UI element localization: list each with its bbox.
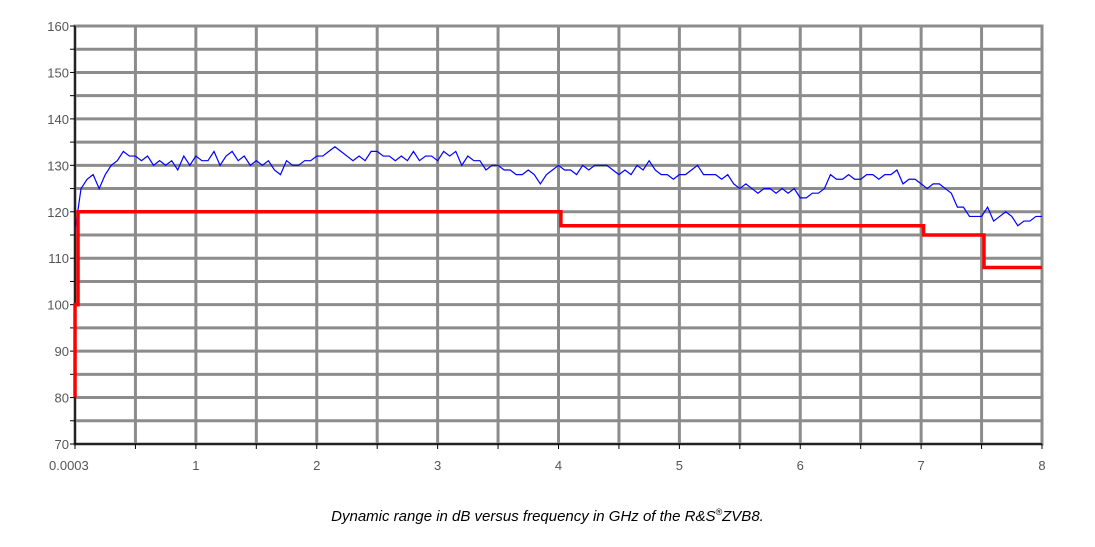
- dynamic-range-chart: 0.0003 1 2 3 4 5 6 7 8 70 80 90 100 110 120 130 140 150 1…: [47, 19, 1046, 473]
- y-tick-label: 110: [48, 251, 69, 266]
- blue-trace-line: [74, 145, 1042, 231]
- x-tick-label: 2: [313, 458, 320, 473]
- x-tick-label: 0.0003: [49, 458, 89, 473]
- y-tick-label: 140: [47, 112, 69, 127]
- x-tick-label: 6: [797, 458, 804, 473]
- chart-caption: Dynamic range in dB versus frequency in …: [0, 507, 1095, 525]
- y-tick-label: 150: [47, 65, 69, 80]
- y-tick-label: 80: [55, 391, 69, 406]
- y-tick-label: 100: [47, 298, 69, 313]
- y-tick-label: 90: [55, 344, 69, 359]
- y-tick-label: 160: [47, 19, 69, 34]
- x-tick-label: 5: [676, 458, 683, 473]
- x-tick-label: 3: [434, 458, 441, 473]
- x-tick-labels: 0.0003 1 2 3 4 5 6 7 8: [49, 458, 1046, 473]
- x-tick-label: 4: [555, 458, 562, 473]
- registered-mark: ®: [715, 507, 723, 517]
- y-tick-labels: 70 80 90 100 110 120 130 140 150 160: [47, 19, 69, 452]
- caption-model: ZVB8.: [722, 508, 764, 525]
- x-tick-label: 8: [1038, 458, 1045, 473]
- red-step-line: [73, 210, 1042, 398]
- axes: [70, 24, 1044, 449]
- x-tick-label: 7: [918, 458, 925, 473]
- y-tick-label: 130: [47, 158, 69, 173]
- y-tick-label: 70: [55, 437, 69, 452]
- x-tick-label: 1: [192, 458, 199, 473]
- grid-lines: [75, 26, 1042, 444]
- caption-text: Dynamic range in dB versus frequency in …: [331, 508, 716, 525]
- y-tick-label: 120: [47, 205, 69, 220]
- series-lines: [73, 145, 1042, 398]
